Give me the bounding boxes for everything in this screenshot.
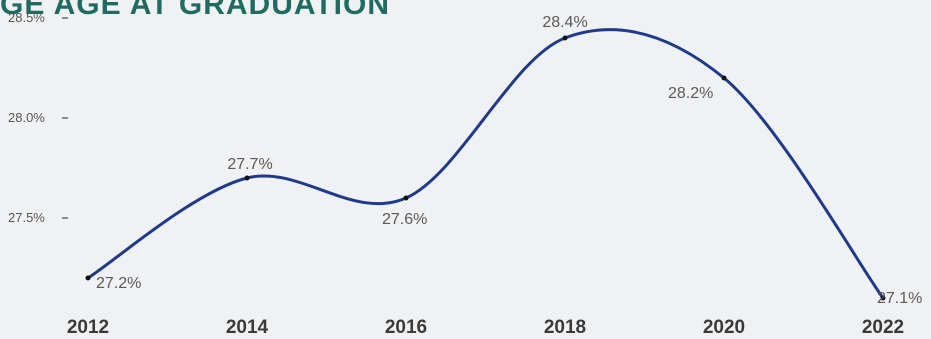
data-point [562,35,568,41]
data-points [85,35,886,301]
chart-title: GE AGE AT GRADUATION [0,0,390,21]
data-label: 28.4% [542,14,587,31]
data-point [85,275,91,281]
x-tick-label: 2014 [226,317,269,338]
x-tick-label: 2022 [862,317,904,338]
data-point [880,295,886,301]
data-label: 27.1% [877,290,922,307]
data-label: 27.7% [227,156,272,173]
data-point [721,75,727,81]
y-tick-label: 27.5% [8,210,45,225]
x-tick-label: 2016 [385,317,427,338]
data-label: 27.6% [382,211,427,228]
data-point [403,195,409,201]
x-tick-label: 2020 [703,317,745,338]
x-tick-label: 2018 [544,317,586,338]
series-line [87,28,885,299]
y-tick-label: 28.5% [8,10,45,25]
x-axis-ticks: 2012 2014 2016 2018 2020 2022 [67,317,904,338]
y-tick-label: 28.0% [8,110,45,125]
data-label: 27.2% [96,275,141,292]
data-point [244,175,250,181]
y-axis-ticks: 27.5% 28.0% 28.5% [8,10,68,225]
data-labels: 27.2% 27.7% 27.6% 28.4% 28.2% 27.1% [96,14,922,307]
x-tick-label: 2012 [67,317,109,338]
data-label: 28.2% [668,85,713,102]
